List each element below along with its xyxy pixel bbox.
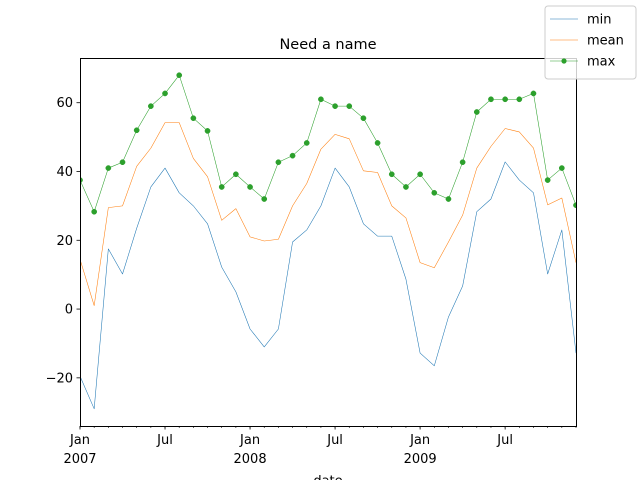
y-tick-label: 60 xyxy=(56,96,73,111)
data-point-max xyxy=(459,159,466,166)
plot-frame xyxy=(80,58,577,427)
data-point-max xyxy=(261,196,268,202)
data-point-max xyxy=(162,90,168,97)
data-point-max xyxy=(346,103,353,109)
data-point-max xyxy=(190,115,197,122)
x-tick-label: Jan xyxy=(239,433,260,448)
data-point-max xyxy=(303,140,310,146)
data-point-max xyxy=(233,171,239,178)
x-tick-label: Jul xyxy=(496,433,513,448)
legend-label-max: max xyxy=(587,55,616,70)
x-axis-label: date xyxy=(313,474,342,480)
data-point-max xyxy=(133,127,140,134)
data-point-max xyxy=(318,96,324,103)
plot-area xyxy=(80,72,576,410)
data-point-max xyxy=(360,115,367,122)
data-point-max xyxy=(289,152,296,159)
series-line-mean xyxy=(80,122,576,306)
data-point-max xyxy=(247,184,253,190)
series-line-min xyxy=(80,161,576,410)
x-tick-year-label: 2009 xyxy=(404,452,437,467)
data-point-max xyxy=(544,177,551,183)
y-tick-label: −20 xyxy=(46,371,73,386)
y-tick-label: 20 xyxy=(56,234,73,249)
legend-marker-max xyxy=(561,58,567,64)
data-point-max xyxy=(502,96,508,103)
x-tick-label: Jan xyxy=(409,433,430,448)
chart-title: Need a name xyxy=(279,37,376,53)
data-point-max xyxy=(119,159,126,166)
data-point-max xyxy=(105,165,112,171)
data-point-max xyxy=(218,184,225,190)
data-point-max xyxy=(91,208,98,215)
data-point-max xyxy=(148,103,154,109)
x-tick-label: Jul xyxy=(156,433,173,448)
data-point-max xyxy=(388,171,395,178)
x-tick-label: Jul xyxy=(326,433,343,448)
data-point-max xyxy=(573,202,576,209)
y-tick-label: 40 xyxy=(56,165,73,180)
data-point-max xyxy=(275,159,282,166)
data-point-max xyxy=(473,109,480,115)
data-point-max xyxy=(530,90,537,97)
data-point-max xyxy=(332,103,338,109)
x-tick-label: Jan xyxy=(69,433,90,448)
data-point-max xyxy=(445,196,452,202)
legend-label-min: min xyxy=(587,13,612,28)
data-point-max xyxy=(431,189,438,196)
data-point-max xyxy=(558,165,565,171)
data-point-max xyxy=(403,184,409,190)
data-point-max xyxy=(204,128,211,134)
y-tick-label: 0 xyxy=(65,303,73,318)
x-tick-year-label: 2008 xyxy=(234,452,267,467)
data-point-max xyxy=(417,171,423,178)
series-line-max xyxy=(80,74,576,213)
legend-label-mean: mean xyxy=(587,34,624,49)
data-point-max xyxy=(516,96,523,103)
legend: min mean max xyxy=(544,5,637,80)
data-point-max xyxy=(488,96,494,103)
data-point-max xyxy=(374,140,381,146)
axes: −20 0 20 40 60 Jan 2007 Jul Jan 2008 Jul Jan 2009 Jul xyxy=(46,96,577,467)
data-point-max xyxy=(176,72,183,79)
x-tick-year-label: 2007 xyxy=(63,452,96,467)
